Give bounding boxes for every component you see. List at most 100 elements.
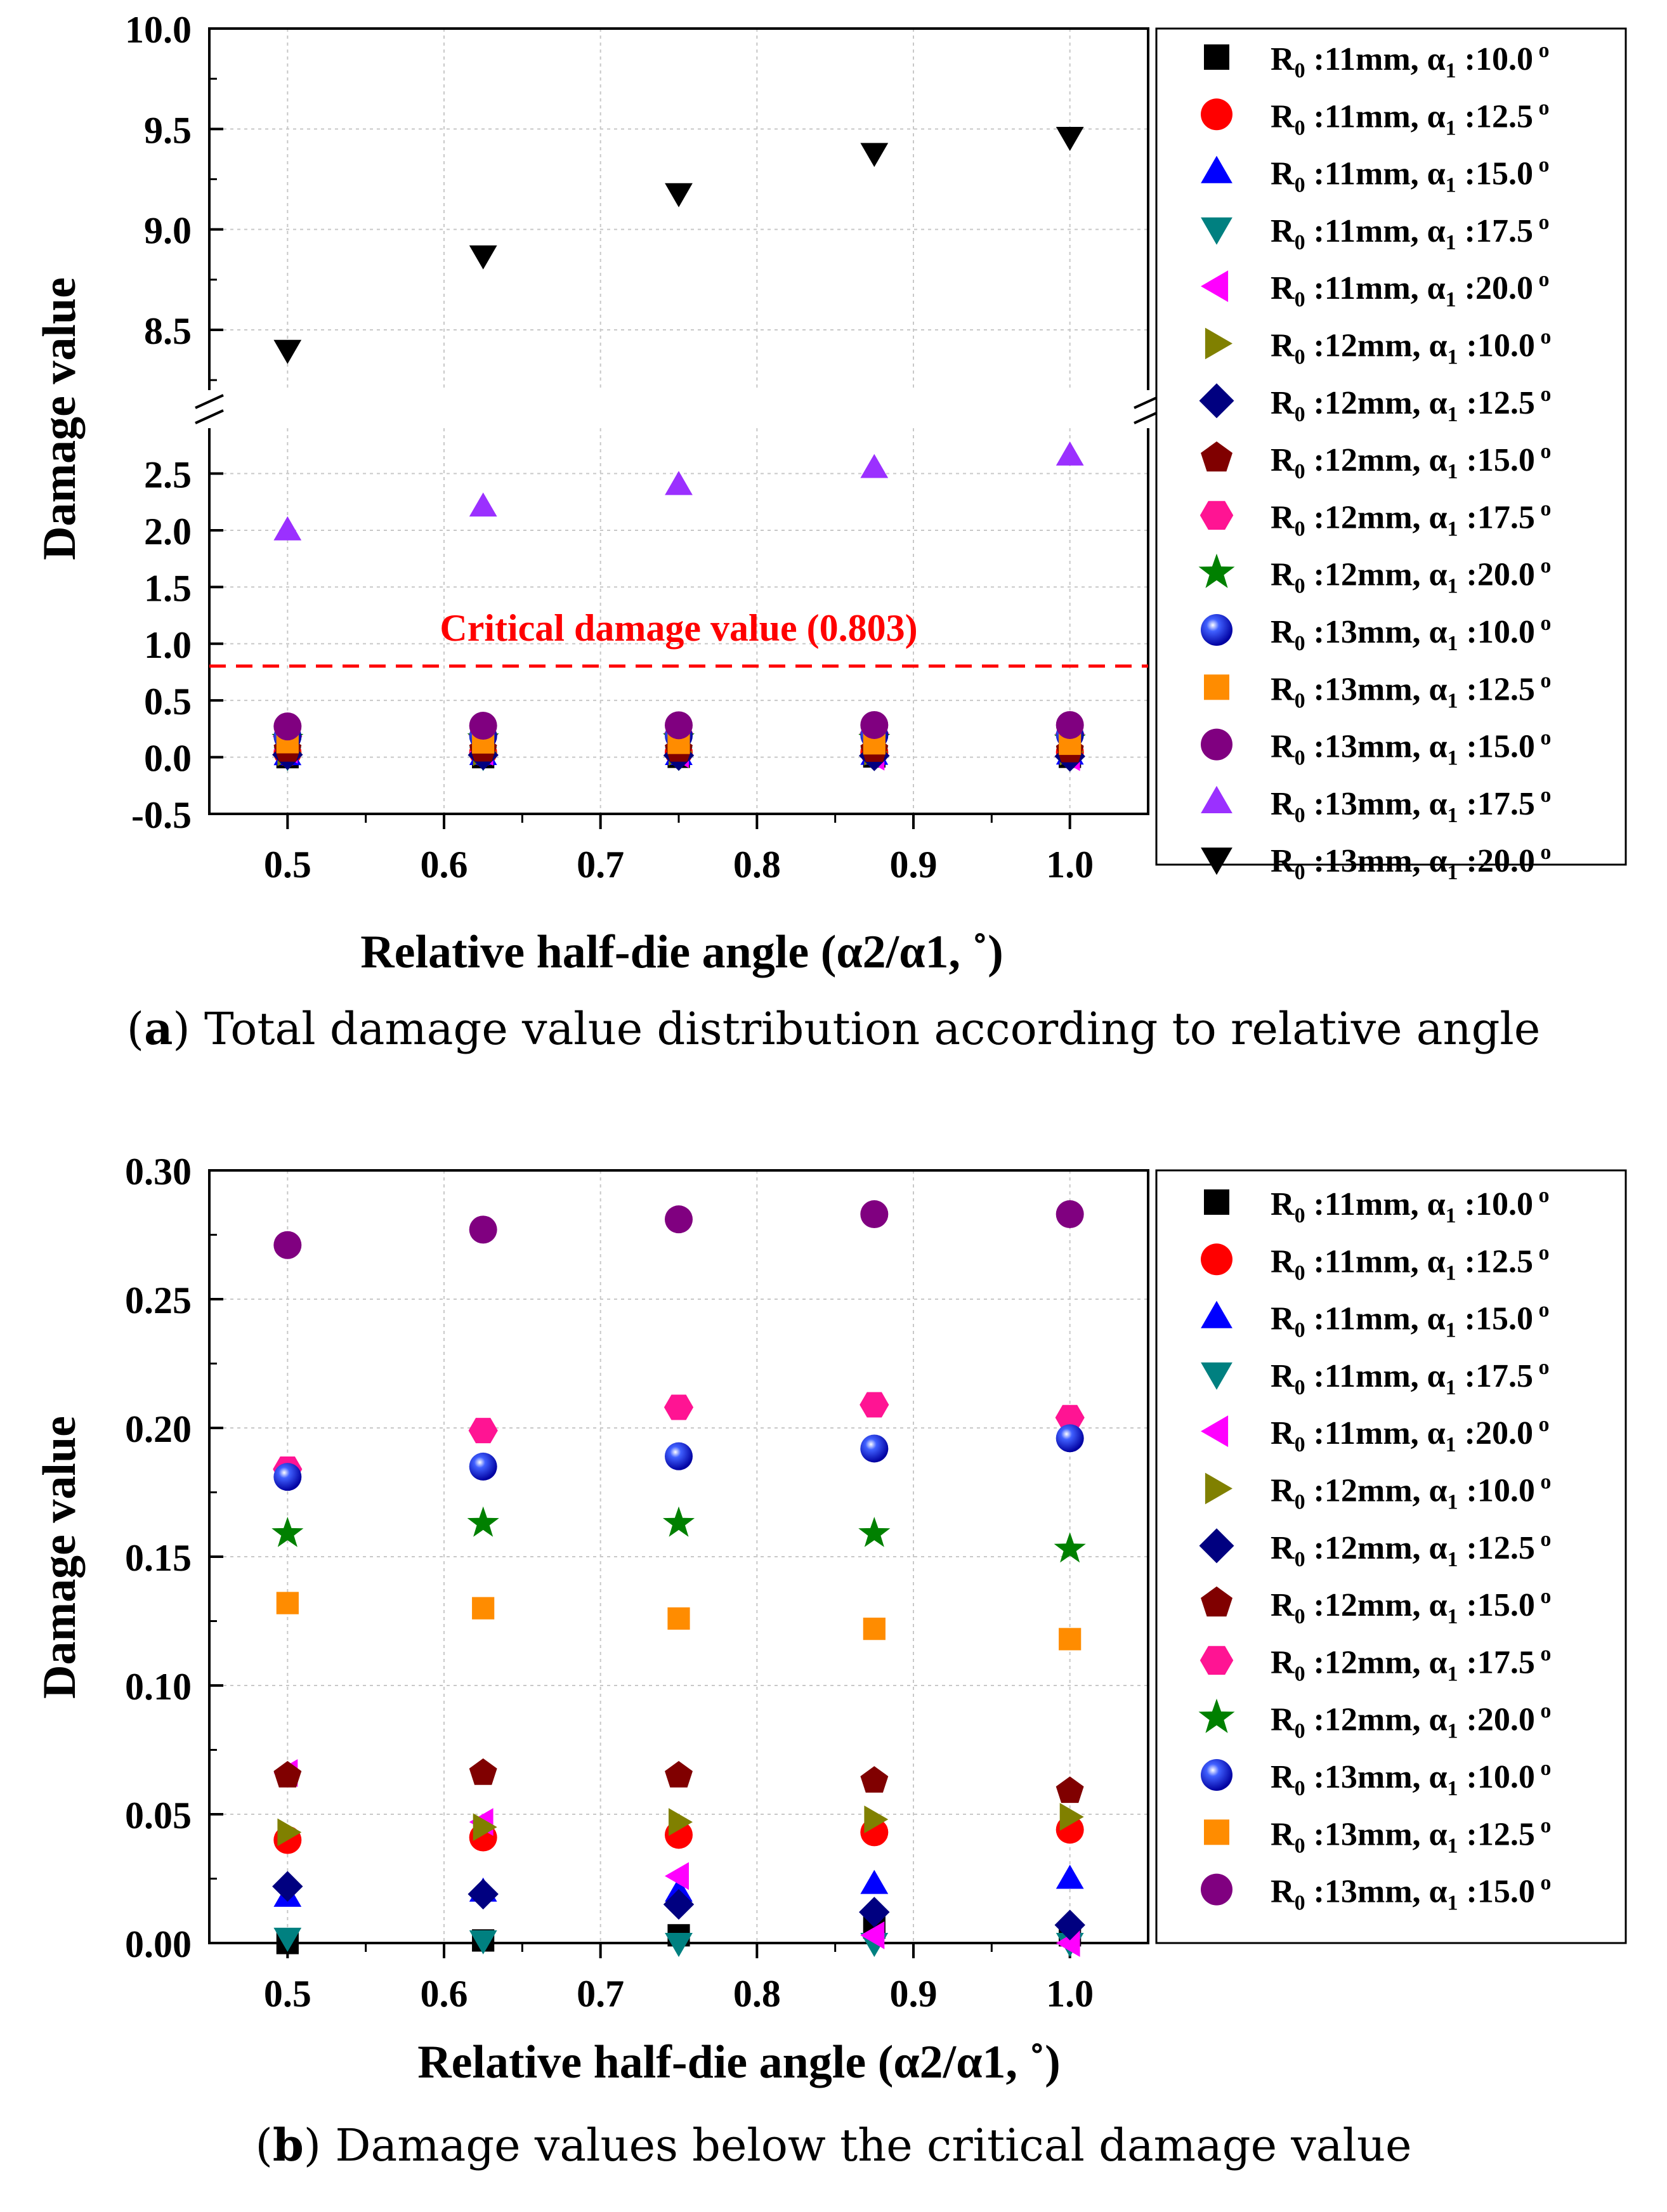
legend-entry: R0 :11mm, α1 :12.5 o bbox=[1201, 1241, 1550, 1285]
legend-marker bbox=[1201, 1759, 1232, 1791]
legend-label: R0 :12mm, α1 :10.0 o bbox=[1271, 1470, 1551, 1514]
data-point bbox=[665, 711, 693, 740]
legend-entry: R0 :12mm, α1 :15.0 o bbox=[1201, 440, 1551, 483]
legend-entry: R0 :12mm, α1 :20.0 o bbox=[1198, 1698, 1551, 1743]
legend-marker bbox=[1201, 217, 1232, 245]
data-point bbox=[1059, 1803, 1084, 1831]
data-point bbox=[860, 1921, 885, 1949]
legend-marker bbox=[1201, 1873, 1232, 1906]
y-tick-label: 0.0 bbox=[144, 738, 192, 780]
legend-label: R0 :13mm, α1 :10.0 o bbox=[1271, 612, 1551, 655]
legend-marker bbox=[1201, 155, 1232, 183]
data-point bbox=[1056, 441, 1084, 466]
gridlines bbox=[209, 1170, 1148, 1944]
data-point bbox=[860, 710, 889, 739]
data-point bbox=[468, 1418, 498, 1444]
legend-marker bbox=[1201, 1362, 1232, 1390]
y-tick-label: 0.15 bbox=[125, 1537, 192, 1579]
y-tick-label: 0.25 bbox=[125, 1279, 192, 1321]
data-point bbox=[469, 1930, 497, 1954]
y-axis-label: Damage value bbox=[34, 1416, 86, 1699]
data-point bbox=[469, 492, 497, 517]
legend-marker bbox=[1198, 1698, 1235, 1733]
legend-label: R0 :12mm, α1 :15.0 o bbox=[1271, 1585, 1551, 1628]
legend-label: R0 :13mm, α1 :12.5 o bbox=[1271, 669, 1551, 712]
data-point bbox=[273, 1463, 302, 1491]
data-point bbox=[665, 1862, 689, 1890]
legend-entry: R0 :11mm, α1 :12.5 o bbox=[1201, 96, 1550, 140]
data-point bbox=[473, 1813, 497, 1842]
legend-marker bbox=[1204, 44, 1229, 70]
y-tick-label: 0.20 bbox=[125, 1408, 192, 1450]
data-point bbox=[472, 1597, 495, 1620]
legend-marker bbox=[1199, 383, 1234, 419]
y-tick-label: 9.0 bbox=[144, 210, 192, 252]
y-tick-label: 0.00 bbox=[125, 1923, 192, 1965]
critical-damage-label: Critical damage value (0.803) bbox=[440, 607, 917, 649]
legend-marker bbox=[1201, 1415, 1229, 1448]
data-point bbox=[273, 516, 302, 540]
legend-marker bbox=[1201, 785, 1232, 813]
axis-break-mark bbox=[195, 394, 224, 409]
caption-a: (a) Total damage value distribution acco… bbox=[126, 1002, 1541, 1055]
legend-label: R0 :11mm, α1 :17.5 o bbox=[1271, 211, 1550, 254]
data-point bbox=[1056, 1864, 1084, 1889]
legend-marker bbox=[1205, 1472, 1232, 1505]
x-tick-label: 1.0 bbox=[1046, 1973, 1094, 2015]
legend-label: R0 :12mm, α1 :17.5 o bbox=[1271, 497, 1551, 540]
y-tick-label: 9.5 bbox=[144, 109, 192, 151]
legend-marker bbox=[1201, 270, 1229, 303]
legend-marker bbox=[1204, 674, 1229, 700]
y-tick-label: 0.30 bbox=[125, 1151, 192, 1193]
legend-entry: R0 :12mm, α1 :10.0 o bbox=[1205, 325, 1551, 369]
data-point bbox=[467, 1878, 499, 1910]
legend-entry: R0 :13mm, α1 :10.0 o bbox=[1201, 612, 1551, 655]
legend-entry: R0 :13mm, α1 :12.5 o bbox=[1204, 669, 1551, 712]
legend-label: R0 :11mm, α1 :20.0 o bbox=[1271, 1413, 1550, 1456]
data-point bbox=[1056, 1424, 1084, 1453]
legend-marker bbox=[1200, 501, 1234, 530]
x-tick-label: 0.5 bbox=[264, 844, 311, 886]
chart-a: 8.59.09.510.0-0.50.00.51.01.52.02.50.5 0.… bbox=[34, 9, 1627, 978]
legend-label: R0 :13mm, α1 :10.0 o bbox=[1271, 1757, 1551, 1800]
data-point bbox=[273, 1927, 302, 1952]
y-tick-label: 10.0 bbox=[125, 9, 192, 51]
data-point bbox=[665, 1205, 693, 1234]
data-point bbox=[665, 471, 693, 495]
x-tick-label: 0.8 bbox=[733, 1973, 781, 2015]
x-tick-label: 0.8 bbox=[733, 844, 781, 886]
x-tick-label: 0.5 bbox=[264, 1973, 311, 2015]
legend-marker bbox=[1201, 1243, 1232, 1276]
legend-label: R0 :11mm, α1 :10.0 o bbox=[1271, 1184, 1550, 1227]
legend-label: R0 :12mm, α1 :12.5 o bbox=[1271, 383, 1551, 426]
x-tick-label: 0.6 bbox=[421, 844, 468, 886]
data-point bbox=[469, 712, 497, 740]
legend-label: R0 :12mm, α1 :10.0 o bbox=[1271, 325, 1551, 369]
data-point bbox=[669, 1808, 693, 1836]
legend-marker bbox=[1201, 847, 1232, 875]
gridlines bbox=[209, 28, 1148, 815]
data-point bbox=[860, 1200, 889, 1229]
data-point bbox=[863, 1618, 886, 1640]
legend-label: R0 :12mm, α1 :20.0 o bbox=[1271, 554, 1551, 598]
legend-box bbox=[1155, 27, 1627, 866]
y-tick-label: 1.5 bbox=[144, 567, 192, 609]
data-point bbox=[276, 1592, 299, 1614]
data-point bbox=[1054, 1532, 1086, 1563]
caption-b-text: Damage values below the critical damage … bbox=[321, 2119, 1412, 2171]
legend-entry: R0 :11mm, α1 :15.0 o bbox=[1201, 154, 1550, 197]
y-ticks: 0.00 0.05 0.10 0.15 0.20 0.25 0.30 bbox=[125, 1151, 223, 1965]
data-point bbox=[1059, 1628, 1082, 1651]
x-tick-label: 0.7 bbox=[577, 844, 624, 886]
legend-entry: R0 :13mm, α1 :10.0 o bbox=[1201, 1757, 1551, 1800]
x-axis-label: Relative half-die angle (α2/α1, ˚) bbox=[417, 2036, 1061, 2088]
legend-entry: R0 :12mm, α1 :15.0 o bbox=[1201, 1585, 1551, 1628]
data-point bbox=[662, 1506, 695, 1537]
data-point bbox=[860, 1434, 889, 1463]
x-ticks: 0.5 0.6 0.7 0.8 0.9 1.0 bbox=[264, 1943, 1094, 2015]
data-point bbox=[469, 1215, 497, 1244]
legend-marker bbox=[1200, 1646, 1234, 1675]
legend-marker bbox=[1198, 553, 1235, 588]
axis-frame-upper bbox=[208, 27, 1149, 390]
legend-entry: R0 :12mm, α1 :12.5 o bbox=[1199, 383, 1551, 426]
